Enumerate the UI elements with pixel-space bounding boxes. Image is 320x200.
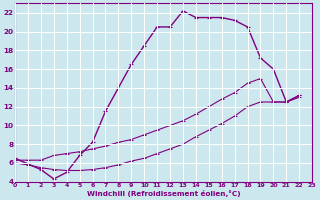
X-axis label: Windchill (Refroidissement éolien,°C): Windchill (Refroidissement éolien,°C): [87, 190, 240, 197]
